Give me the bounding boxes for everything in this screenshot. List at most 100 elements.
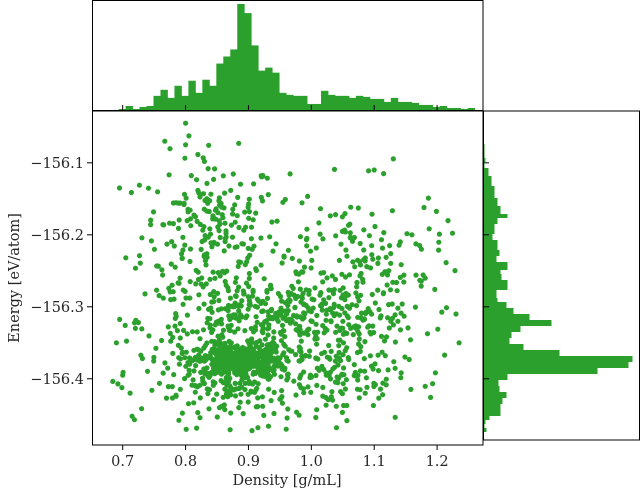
scatter-point xyxy=(362,368,368,374)
scatter-point xyxy=(183,295,189,301)
scatter-point xyxy=(418,246,424,252)
scatter-point xyxy=(233,352,240,358)
scatter-point xyxy=(395,318,401,324)
x-tick-label: 1.1 xyxy=(363,454,386,470)
scatter-point xyxy=(276,358,282,364)
scatter-point xyxy=(246,380,252,386)
scatter-point xyxy=(175,225,182,231)
scatter-point xyxy=(151,358,157,364)
scatter-point xyxy=(340,381,346,387)
scatter-point xyxy=(264,295,271,301)
scatter-point xyxy=(210,269,216,275)
scatter-point xyxy=(206,406,212,412)
top-histogram-bar xyxy=(181,95,189,110)
scatter-point xyxy=(212,275,218,281)
right-histogram-bar xyxy=(483,428,487,432)
right-histogram-ticks xyxy=(483,162,489,380)
scatter-point xyxy=(271,367,277,373)
scatter-point xyxy=(299,293,305,300)
scatter-point xyxy=(277,363,283,369)
scatter-point xyxy=(230,171,236,177)
scatter-point xyxy=(344,313,350,319)
scatter-point xyxy=(379,271,385,277)
scatter-point xyxy=(196,292,202,298)
scatter-point xyxy=(285,406,291,412)
scatter-point xyxy=(375,287,381,293)
scatter-point xyxy=(293,392,299,398)
scatter-point xyxy=(187,258,193,265)
scatter-point xyxy=(225,305,232,311)
scatter-point xyxy=(187,207,193,213)
scatter-point xyxy=(176,417,182,423)
scatter-point xyxy=(313,414,319,421)
top-histogram-bar xyxy=(411,102,420,110)
top-histogram-bar xyxy=(341,95,350,110)
scatter-point xyxy=(273,241,279,247)
scatter-point xyxy=(341,402,347,409)
scatter-point xyxy=(229,366,235,372)
scatter-point xyxy=(222,344,228,350)
scatter-point xyxy=(358,310,365,316)
scatter-point xyxy=(241,291,247,297)
scatter-point xyxy=(279,388,285,394)
scatter-point xyxy=(408,386,414,392)
scatter-point xyxy=(278,305,284,311)
scatter-point xyxy=(193,281,199,287)
top-histogram-bar xyxy=(279,92,287,110)
scatter-point xyxy=(169,384,175,390)
scatter-point xyxy=(231,312,237,318)
scatter-point xyxy=(343,247,349,253)
scatter-point xyxy=(239,349,245,355)
scatter-point xyxy=(362,339,368,345)
scatter-point xyxy=(221,248,227,254)
scatter-point xyxy=(236,318,242,324)
scatter-point xyxy=(129,413,135,419)
top-histogram-bar xyxy=(460,108,468,110)
scatter-point xyxy=(439,309,445,315)
scatter-point xyxy=(195,269,201,275)
scatter-point xyxy=(365,306,371,312)
right-marginal-histogram xyxy=(483,110,640,441)
scatter-point xyxy=(342,229,348,235)
scatter-point xyxy=(298,330,304,336)
scatter-point xyxy=(361,316,367,322)
scatter-point xyxy=(261,371,267,377)
scatter-point xyxy=(222,190,228,196)
scatter-point xyxy=(214,353,220,359)
scatter-point xyxy=(207,291,213,298)
scatter-point xyxy=(271,371,278,377)
scatter-point xyxy=(181,191,188,197)
top-histogram-bar xyxy=(286,94,294,110)
scatter-point xyxy=(320,323,326,329)
scatter-point xyxy=(435,326,441,332)
scatter-point xyxy=(182,242,188,248)
scatter-point xyxy=(261,276,267,282)
scatter-point xyxy=(320,279,326,285)
scatter-point xyxy=(263,362,269,368)
right-histogram-bar xyxy=(483,214,508,218)
scatter-point xyxy=(159,337,165,344)
top-histogram-bar xyxy=(293,95,301,110)
scatter-point xyxy=(199,238,205,245)
scatter-point xyxy=(406,356,412,363)
right-histogram-bar xyxy=(483,308,514,314)
top-histogram-bar xyxy=(300,95,308,110)
scatter-point xyxy=(368,331,374,337)
scatter-point xyxy=(248,224,255,230)
scatter-point xyxy=(264,289,270,295)
scatter-point xyxy=(229,234,236,240)
scatter-point xyxy=(137,260,143,266)
scatter-point xyxy=(323,317,329,323)
scatter-point xyxy=(390,279,396,285)
scatter-point xyxy=(237,380,243,386)
scatter-point xyxy=(366,233,372,239)
scatter-point xyxy=(273,310,279,316)
scatter-point xyxy=(203,262,209,268)
scatter-point xyxy=(232,202,238,208)
scatter-point xyxy=(149,387,155,393)
scatter-point xyxy=(207,276,213,282)
scatter-point xyxy=(245,294,251,300)
scatter-point xyxy=(379,349,385,355)
scatter-point xyxy=(123,255,129,261)
scatter-point xyxy=(181,327,187,333)
